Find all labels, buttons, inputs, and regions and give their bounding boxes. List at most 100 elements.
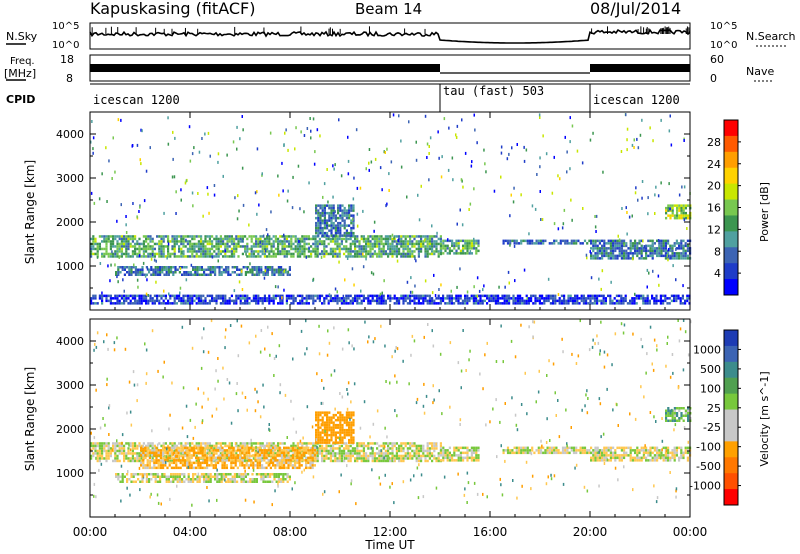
heatmap-cell (217, 294, 220, 298)
heatmap-cell (188, 125, 191, 129)
colorbar-swatch (724, 263, 738, 280)
heatmap-cell (255, 250, 258, 253)
heatmap-cell (660, 252, 663, 255)
heatmap-cell (136, 240, 139, 243)
heatmap-cell (162, 446, 165, 450)
heatmap-cell (228, 449, 231, 452)
heatmap-cell (128, 266, 131, 269)
heatmap-cell (341, 211, 344, 215)
freq-block (590, 64, 690, 72)
heatmap-cell (382, 297, 385, 300)
y-tick-label: 4000 (56, 128, 84, 141)
heatmap-cell (315, 431, 318, 434)
heatmap-cell (392, 113, 395, 117)
heatmap-cell (114, 442, 117, 445)
heatmap-cell (245, 449, 248, 452)
heatmap-cell (512, 302, 515, 305)
heatmap-cell (365, 459, 368, 463)
heatmap-cell (615, 302, 618, 305)
heatmap-cell (169, 302, 172, 305)
heatmap-cell (157, 459, 160, 462)
heatmap-cell (200, 294, 203, 298)
heatmap-cell (328, 423, 331, 427)
heatmap-cell (241, 302, 244, 305)
heatmap-cell (473, 242, 476, 245)
heatmap-cell (389, 294, 392, 298)
heatmap-cell (646, 294, 649, 298)
heatmap-cell (206, 452, 209, 455)
heatmap-cell (423, 238, 426, 242)
heatmap-cell (594, 257, 597, 260)
heatmap-cell (261, 457, 264, 460)
heatmap-cell (206, 442, 209, 445)
heatmap-cell (343, 209, 346, 212)
heatmap-cell (120, 250, 123, 253)
heatmap-cell (332, 416, 335, 419)
heatmap-cell (146, 454, 149, 457)
heatmap-cell (393, 457, 396, 460)
heatmap-cell (129, 452, 132, 455)
heatmap-cell (620, 257, 623, 260)
heatmap-cell (131, 255, 134, 258)
heatmap-cell (210, 454, 213, 457)
heatmap-cell (434, 294, 437, 297)
heatmap-cell (527, 302, 530, 305)
heatmap-cell (127, 302, 130, 305)
heatmap-cell (290, 294, 293, 298)
heatmap-cell (566, 239, 569, 243)
heatmap-cell (624, 297, 627, 300)
heatmap-cell (424, 449, 427, 453)
heatmap-cell (492, 299, 495, 303)
heatmap-cell (382, 247, 385, 251)
heatmap-cell (189, 247, 192, 251)
heatmap-cell (213, 193, 216, 197)
heatmap-cell (197, 297, 200, 300)
heatmap-cell (235, 452, 238, 455)
heatmap-cell (352, 206, 355, 210)
heatmap-cell (451, 156, 454, 160)
heatmap-cell (248, 247, 251, 251)
colorbar-swatch (724, 151, 738, 169)
heatmap-cell (272, 446, 275, 450)
heatmap-cell (609, 299, 612, 303)
heatmap-cell (296, 255, 299, 258)
heatmap-cell (393, 252, 396, 256)
heatmap-cell (228, 297, 231, 300)
heatmap-cell (164, 297, 167, 300)
heatmap-cell (456, 222, 458, 226)
heatmap-cell (96, 252, 99, 256)
heatmap-cell (406, 245, 409, 248)
heatmap-cell (186, 446, 189, 450)
heatmap-cell (130, 271, 133, 274)
heatmap-cell (411, 449, 414, 453)
heatmap-cell (321, 204, 324, 207)
heatmap-cell (506, 239, 510, 243)
heatmap-cell (131, 235, 134, 238)
heatmap-cell (406, 442, 409, 445)
heatmap-cell (194, 273, 197, 276)
heatmap-cell (325, 252, 328, 256)
heatmap-cell (239, 302, 242, 305)
heatmap-cell (391, 240, 394, 243)
heatmap-cell (675, 242, 678, 245)
heatmap-cell (513, 239, 516, 243)
heatmap-cell (581, 242, 584, 245)
heatmap-cell (261, 302, 264, 305)
heatmap-cell (203, 459, 206, 462)
colorbar-swatch (724, 183, 738, 201)
heatmap-cell (539, 116, 541, 119)
heatmap-cell (567, 299, 570, 303)
heatmap-cell (223, 456, 226, 460)
heatmap-cell (443, 117, 446, 121)
heatmap-cell (437, 459, 440, 463)
heatmap-cell (229, 273, 232, 276)
heatmap-cell (146, 464, 149, 467)
heatmap-cell (96, 242, 99, 246)
heatmap-cell (258, 273, 261, 276)
heatmap-cell (215, 299, 218, 303)
heatmap-cell (285, 461, 288, 465)
heatmap-cell (272, 299, 275, 303)
heatmap-cell (270, 250, 273, 253)
heatmap-cell (373, 245, 376, 248)
heatmap-cell (626, 232, 628, 236)
